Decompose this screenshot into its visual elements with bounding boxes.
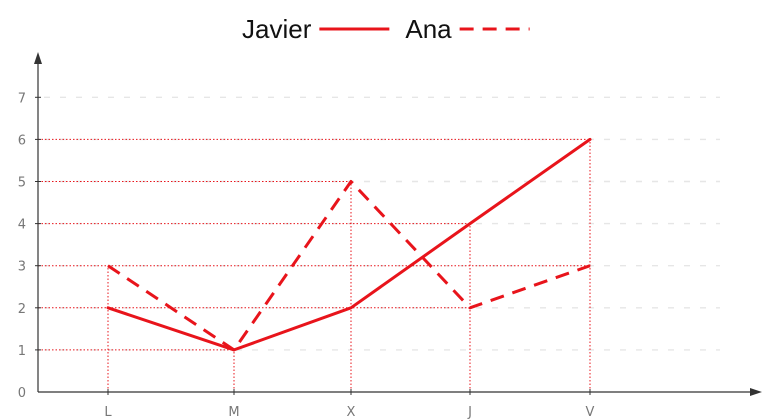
y-tick-label: 7 xyxy=(18,91,26,106)
axes xyxy=(34,52,762,396)
legend-label-javier: Javier xyxy=(242,14,312,44)
series-line-javier xyxy=(106,137,592,352)
x-tick-label: V xyxy=(586,405,595,419)
y-tick-label: 5 xyxy=(18,176,26,191)
x-tick-label: J xyxy=(467,405,472,419)
guide-lines xyxy=(38,138,591,392)
series-layer xyxy=(106,137,592,352)
y-tick-label: 3 xyxy=(18,260,26,275)
x-axis-arrow-icon xyxy=(750,388,762,396)
y-tick-label: 2 xyxy=(18,302,26,317)
x-tick-label: M xyxy=(228,405,239,419)
y-tick-label: 1 xyxy=(18,344,26,359)
x-tick-label: X xyxy=(347,405,356,419)
y-axis-arrow-icon xyxy=(34,52,42,64)
y-tick-label: 6 xyxy=(18,133,26,148)
legend: Javier Ana xyxy=(242,14,530,44)
y-tick-label: 0 xyxy=(18,386,26,401)
y-tick-label: 4 xyxy=(18,218,26,233)
x-tick-label: L xyxy=(104,405,112,419)
axis-ticks: 0 1 2 3 4 5 6 7 L M X J V xyxy=(18,91,595,419)
legend-label-ana: Ana xyxy=(405,14,452,44)
